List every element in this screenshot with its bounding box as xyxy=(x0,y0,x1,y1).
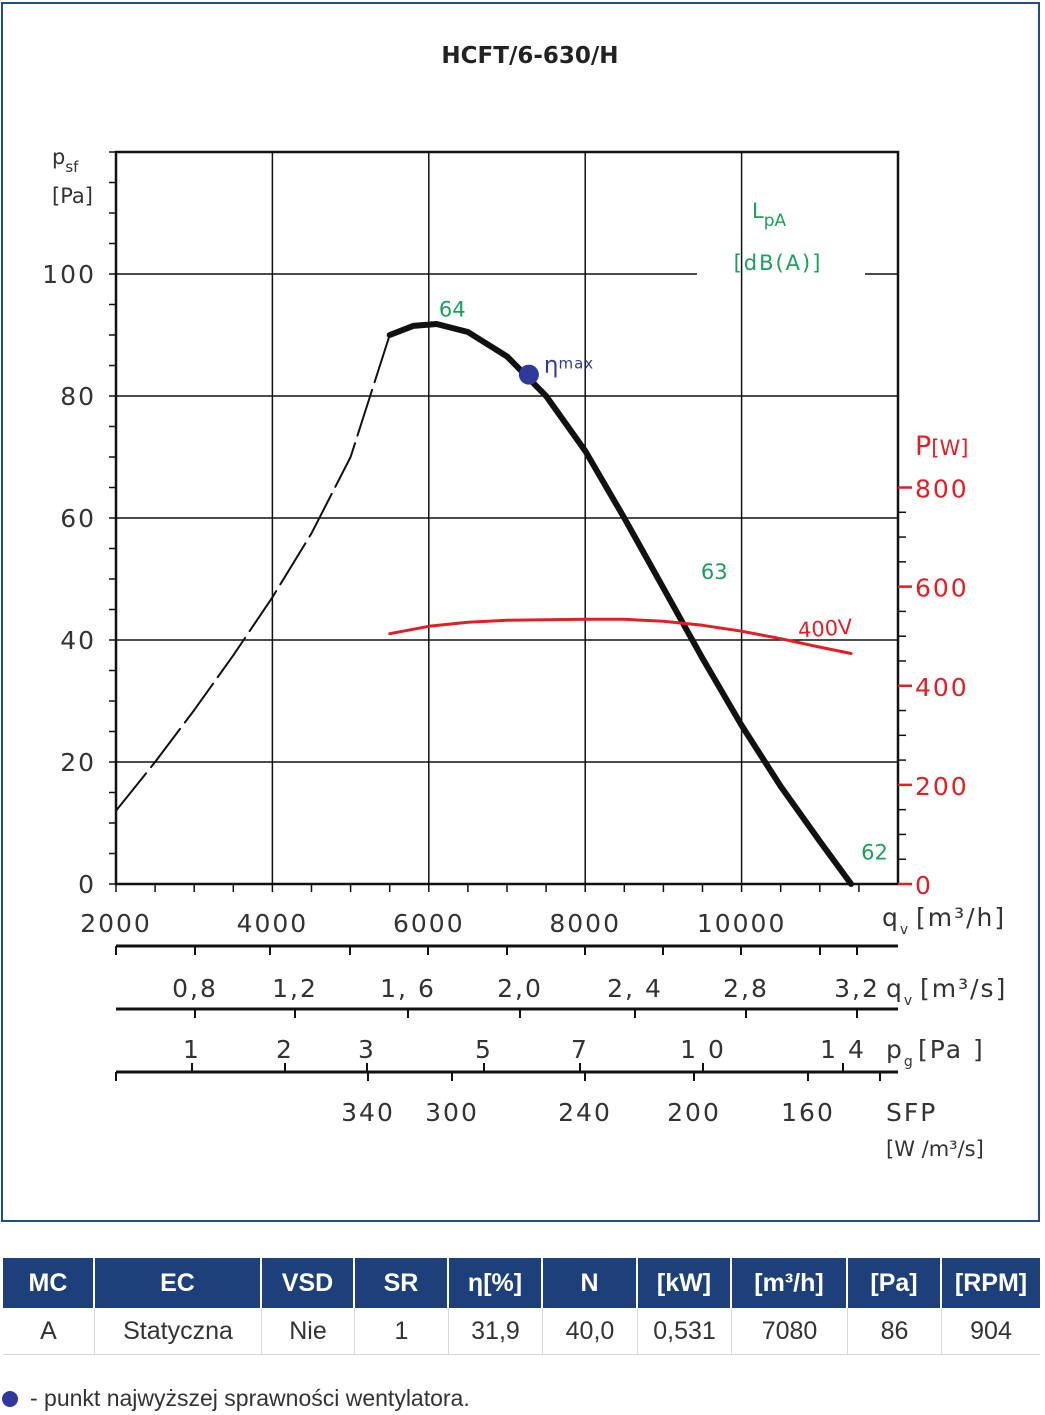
header-n: N xyxy=(543,1258,638,1308)
header-efficiency: η[%] xyxy=(449,1258,543,1308)
scale-unit: [m³/s] xyxy=(920,974,1007,1003)
lpa-unit: [dB(A)] xyxy=(734,251,823,275)
header-pressure: [Pa] xyxy=(848,1258,942,1308)
y-tick-label: 0 xyxy=(78,870,96,899)
scale-tick-label: 2 xyxy=(276,1035,294,1064)
series-pressure-line xyxy=(390,324,851,884)
scale-tick-label: 2,8 xyxy=(723,974,769,1003)
cell-airflow: 7080 xyxy=(732,1308,848,1355)
series-voltage-label: 400V xyxy=(797,615,854,643)
efficiency-point-icon xyxy=(2,1391,18,1407)
scale-tick-label: 5 xyxy=(475,1035,493,1064)
scale-tick-label: 3 xyxy=(358,1035,376,1064)
y-tick-label: 60 xyxy=(60,504,96,533)
series-power-line xyxy=(390,619,851,653)
scale-tick-label: 7 xyxy=(571,1035,589,1064)
y2-tick-label: 0 xyxy=(915,871,933,900)
series-pressure-dashed-line xyxy=(116,335,390,811)
scale-unit: [Pa ] xyxy=(918,1035,985,1064)
scale-tick-label: 1,2 xyxy=(272,974,318,1003)
header-ec: EC xyxy=(95,1258,262,1308)
y-tick-label: 40 xyxy=(60,626,96,655)
cell-sr: 1 xyxy=(355,1308,449,1355)
scale-name: SFP xyxy=(886,1098,937,1127)
noise-level-label: 62 xyxy=(861,841,888,865)
cell-vsd: Nie xyxy=(262,1308,355,1355)
cell-ec: Statyczna xyxy=(95,1308,262,1355)
scale-tick-label: 160 xyxy=(781,1098,835,1127)
scale-tick-label: 340 xyxy=(341,1098,395,1127)
cell-pressure: 86 xyxy=(848,1308,942,1355)
table-header-row: MC EC VSD SR η[%] N [kW] [m³/h] [Pa] [RP… xyxy=(3,1258,1040,1308)
scale-tick-label: 2, 4 xyxy=(607,974,663,1003)
header-rpm: [RPM] xyxy=(942,1258,1040,1308)
y-tick-label: 20 xyxy=(60,748,96,777)
scale-unit: [W /m³/s] xyxy=(886,1137,984,1161)
scale-tick-label: 240 xyxy=(558,1098,612,1127)
scale-tick-label: 0,8 xyxy=(172,974,218,1003)
lpa-label: LpA xyxy=(752,199,786,231)
scale-tick-label: 3,2 xyxy=(834,974,880,1003)
y-tick-label: 100 xyxy=(42,260,96,289)
y2-tick-label: 600 xyxy=(915,574,969,603)
scale-name: qv xyxy=(886,974,914,1009)
scale-name: pg xyxy=(886,1035,915,1070)
scale-tick-label: 2,0 xyxy=(497,974,543,1003)
scale-tick-label: 300 xyxy=(425,1098,479,1127)
footnote: - punkt najwyższej sprawności wentylator… xyxy=(2,1385,470,1412)
spec-table: MC EC VSD SR η[%] N [kW] [m³/h] [Pa] [RP… xyxy=(3,1258,1040,1355)
cell-n: 40,0 xyxy=(543,1308,638,1355)
cell-mc: A xyxy=(3,1308,95,1355)
y2-tick-label: 200 xyxy=(915,772,969,801)
y2-tick-label: 800 xyxy=(915,475,969,504)
y2-tick-label: 400 xyxy=(915,673,969,702)
header-airflow: [m³/h] xyxy=(732,1258,848,1308)
eta-max-label: ηmax xyxy=(544,353,594,379)
cell-efficiency: 31,9 xyxy=(449,1308,543,1355)
table-row: A Statyczna Nie 1 31,9 40,0 0,531 7080 8… xyxy=(3,1308,1040,1355)
y2-axis-label: P[W] xyxy=(915,431,968,462)
cell-rpm: 904 xyxy=(942,1308,1040,1355)
scale-tick-label: 200 xyxy=(667,1098,721,1127)
x-axis-unit: [m³/h] xyxy=(916,903,1006,932)
footnote-text: - punkt najwyższej sprawności wentylator… xyxy=(30,1385,470,1412)
y-tick-label: 80 xyxy=(60,382,96,411)
header-vsd: VSD xyxy=(262,1258,355,1308)
x-tick-label: 6000 xyxy=(393,909,465,938)
x-tick-label: 2000 xyxy=(80,909,152,938)
chart-title: HCFT/6-630/H xyxy=(441,43,618,69)
scale-tick-label: 1 xyxy=(183,1035,201,1064)
noise-level-label: 63 xyxy=(701,560,728,584)
scale-tick-label: 1, 6 xyxy=(380,974,436,1003)
header-mc: MC xyxy=(3,1258,95,1308)
y-axis-unit: [Pa] xyxy=(52,184,93,208)
eta-max-point xyxy=(519,365,539,385)
x-axis-label: qv xyxy=(882,903,910,938)
x-tick-label: 8000 xyxy=(549,909,621,938)
header-sr: SR xyxy=(355,1258,449,1308)
x-tick-label: 10000 xyxy=(697,909,787,938)
x-tick-label: 4000 xyxy=(237,909,309,938)
y-axis-label: psf xyxy=(52,145,79,176)
scale-tick-label: 1 0 xyxy=(680,1035,726,1064)
cell-kw: 0,531 xyxy=(638,1308,732,1355)
scale-tick-label: 1 4 xyxy=(820,1035,866,1064)
noise-level-label: 64 xyxy=(439,298,466,322)
header-kw: [kW] xyxy=(638,1258,732,1308)
